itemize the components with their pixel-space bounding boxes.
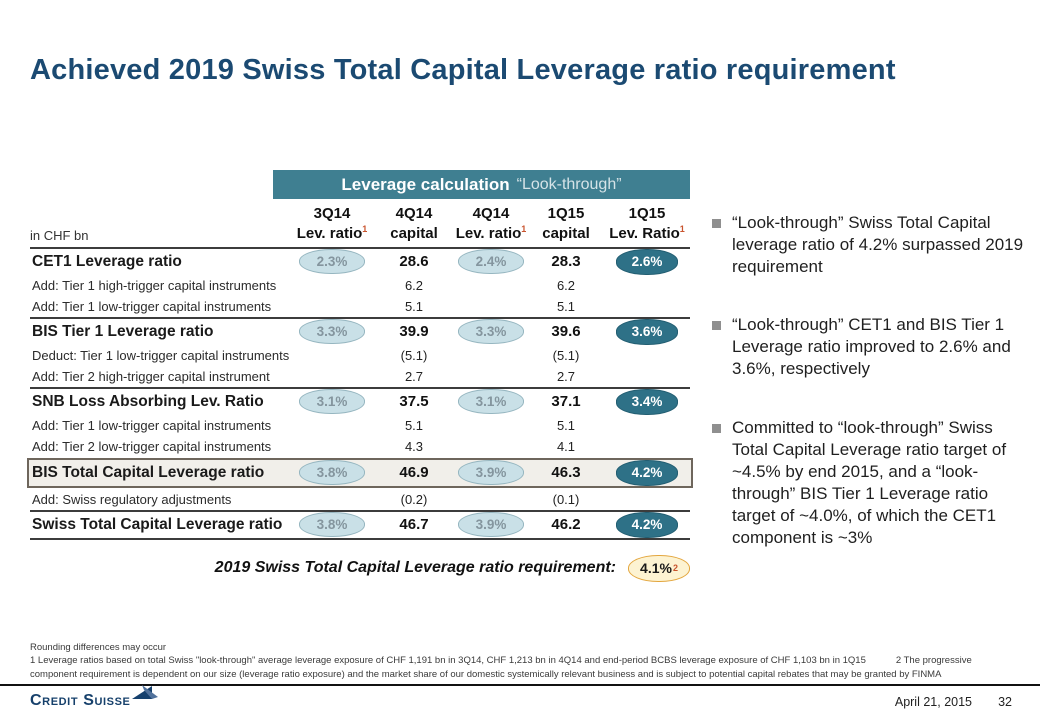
ratio-oval-light: 3.8%	[299, 512, 365, 537]
column-header-4q14-capital: 4Q14 capital	[390, 205, 438, 242]
ratio-oval-light: 3.9%	[458, 512, 524, 537]
highlight-box: BIS Total Capital Leverage ratio 3.8% 46…	[27, 457, 693, 488]
credit-suisse-sail-icon	[132, 685, 159, 699]
unit-label: in CHF bn	[30, 227, 89, 243]
table-row-swiss-total: Swiss Total Capital Leverage ratio 3.8% …	[30, 509, 690, 540]
column-header-4q14-ratio: 4Q14 Lev. ratio1	[455, 205, 527, 242]
table-column-headers: in CHF bn 3Q14 Lev. ratio1 4Q14 capital …	[30, 199, 690, 249]
table-header-band: Leverage calculation “Look-through”	[273, 170, 690, 199]
footer: Credit Suisse April 21, 2015 32	[0, 684, 1040, 720]
table-row: Add: Tier 1 low-trigger capital instrume…	[32, 298, 576, 314]
ratio-oval-light: 3.3%	[458, 319, 524, 344]
requirement-row: 2019 Swiss Total Capital Leverage ratio …	[30, 554, 690, 582]
footnote-rounding: Rounding differences may occur	[30, 642, 167, 653]
column-header-1q15-ratio: 1Q15 Lev. Ratio1	[609, 205, 685, 242]
table-row-cet1: CET1 Leverage ratio 2.3% 28.6 2.4% 28.3 …	[30, 248, 690, 275]
bullet-square-icon	[712, 219, 721, 228]
ratio-oval-light: 2.3%	[299, 249, 365, 274]
footnote-ref: 1	[362, 223, 368, 234]
page-number: 32	[998, 695, 1012, 709]
table-row-bis-total: BIS Total Capital Leverage ratio 3.8% 46…	[30, 459, 690, 486]
leverage-table: Leverage calculation “Look-through” in C…	[27, 170, 693, 582]
table-row-snb: SNB Loss Absorbing Lev. Ratio 3.1% 37.5 …	[30, 386, 690, 415]
ratio-oval-dark: 3.4%	[616, 388, 678, 415]
footnotes: Rounding differences may occur 1 Leverag…	[30, 641, 1012, 681]
bullet-item: Committed to “look-through” Swiss Total …	[712, 417, 1024, 550]
ratio-oval-dark: 4.2%	[616, 511, 678, 538]
slide-date: April 21, 2015	[894, 695, 972, 709]
table-row: Add: Tier 1 high-trigger capital instrum…	[32, 277, 576, 293]
brand-wordmark: Credit Suisse	[30, 692, 131, 709]
footnote-ref: 2	[672, 563, 678, 573]
footnote-ref: 1	[521, 223, 527, 234]
footnote-notes: 1 Leverage ratios based on total Swiss "…	[30, 655, 972, 680]
ratio-oval-light: 2.4%	[458, 249, 524, 274]
ratio-oval-dark: 4.2%	[616, 459, 678, 486]
requirement-label: 2019 Swiss Total Capital Leverage ratio …	[214, 559, 616, 576]
ratio-oval-light: 3.8%	[299, 460, 365, 485]
table-row-bis-tier1: BIS Tier 1 Leverage ratio 3.3% 39.9 3.3%…	[30, 316, 690, 345]
band-subtitle: “Look-through”	[516, 175, 622, 193]
table-row: Add: Tier 2 high-trigger capital instrum…	[32, 368, 576, 384]
table-row: Deduct: Tier 1 low-trigger capital instr…	[32, 347, 580, 363]
credit-suisse-logo: Credit Suisse	[30, 685, 159, 709]
ratio-oval-light: 3.1%	[299, 389, 365, 414]
ratio-oval-light: 3.1%	[458, 389, 524, 414]
ratio-oval-light: 3.3%	[299, 319, 365, 344]
column-header-1q15-capital: 1Q15 capital	[542, 205, 590, 242]
table-row: Add: Tier 2 low-trigger capital instrume…	[32, 438, 576, 454]
column-header-3q14-ratio: 3Q14 Lev. ratio1	[296, 205, 368, 242]
page-title: Achieved 2019 Swiss Total Capital Levera…	[30, 54, 896, 86]
table-row: Add: Swiss regulatory adjustments (0.2) …	[32, 491, 580, 507]
requirement-oval: 4.1% 2	[628, 554, 690, 582]
bullet-square-icon	[712, 321, 721, 331]
ratio-oval-dark: 2.6%	[616, 248, 678, 275]
ratio-oval-dark: 3.6%	[616, 318, 678, 345]
bullet-item: “Look-through” Swiss Total Capital lever…	[712, 212, 1024, 278]
bullet-square-icon	[712, 423, 721, 433]
key-points-panel: “Look-through” Swiss Total Capital lever…	[712, 212, 1024, 585]
table-row: Add: Tier 1 low-trigger capital instrume…	[32, 417, 576, 433]
ratio-oval-light: 3.9%	[458, 460, 524, 485]
band-title: Leverage calculation	[341, 174, 510, 194]
bullet-item: “Look-through” CET1 and BIS Tier 1 Lever…	[712, 314, 1024, 380]
footnote-ref: 1	[679, 223, 685, 234]
